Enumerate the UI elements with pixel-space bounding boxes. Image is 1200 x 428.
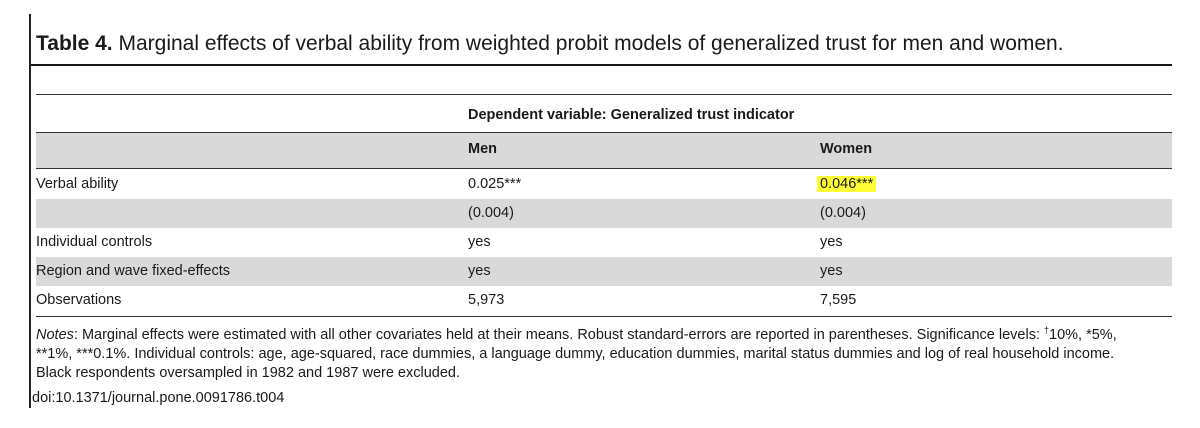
table-notes: Notes: Marginal effects were estimated w… — [36, 326, 1176, 383]
row-label: Individual controls — [36, 234, 153, 250]
cell-men: yes — [468, 263, 491, 279]
table-row: Region and wave fixed-effects yes yes — [36, 257, 1172, 286]
table-label: Table 4. — [36, 32, 113, 55]
table-bottom-rule — [36, 316, 1172, 317]
notes-line-3: Black respondents oversampled in 1982 an… — [36, 365, 460, 381]
cell-women: yes — [820, 234, 843, 250]
cell-women: 7,595 — [820, 292, 857, 308]
column-header-men: Men — [468, 141, 497, 157]
highlighted-value: 0.046*** — [817, 176, 877, 192]
notes-line-2: **1%, ***0.1%. Individual controls: age,… — [36, 346, 1115, 362]
row-label: Observations — [36, 292, 122, 308]
doi-link[interactable]: doi:10.1371/journal.pone.0091786.t004 — [32, 390, 285, 406]
table-row: Observations 5,973 7,595 — [36, 286, 1172, 315]
table-row: Verbal ability 0.025*** 0.046*** — [36, 170, 1172, 199]
row-label: Verbal ability — [36, 176, 119, 192]
notes-text-1-end: 10%, *5%, — [1049, 327, 1117, 343]
table-title: Table 4. Marginal effects of verbal abil… — [36, 31, 1064, 57]
table-top-rule — [36, 94, 1172, 95]
title-divider — [31, 64, 1172, 66]
notes-line-1: Notes: Marginal effects were estimated w… — [36, 326, 1176, 345]
table-row: (0.004) (0.004) — [36, 199, 1172, 228]
cell-men: yes — [468, 234, 491, 250]
dependent-variable-header: Dependent variable: Generalized trust in… — [468, 107, 795, 123]
cell-women: (0.004) — [820, 205, 866, 221]
dependent-variable-row: Dependent variable: Generalized trust in… — [36, 101, 1172, 130]
table-caption: Marginal effects of verbal ability from … — [118, 32, 1064, 55]
cell-women: yes — [820, 263, 843, 279]
cell-men: 5,973 — [468, 292, 505, 308]
cell-men: (0.004) — [468, 205, 514, 221]
header-bottom-rule — [36, 168, 1172, 169]
header-divider — [36, 132, 1172, 133]
notes-label: Notes — [36, 327, 74, 343]
dagger-symbol: † — [1044, 325, 1050, 335]
cell-women: 0.046*** — [817, 170, 877, 199]
column-header-women: Women — [820, 141, 873, 157]
row-label: Region and wave fixed-effects — [36, 263, 230, 279]
left-margin-rule — [29, 14, 31, 408]
column-header-row: Men Women — [36, 133, 1172, 168]
notes-text-1: : Marginal effects were estimated with a… — [73, 327, 1044, 343]
table-row: Individual controls yes yes — [36, 228, 1172, 257]
cell-men: 0.025*** — [468, 176, 522, 192]
